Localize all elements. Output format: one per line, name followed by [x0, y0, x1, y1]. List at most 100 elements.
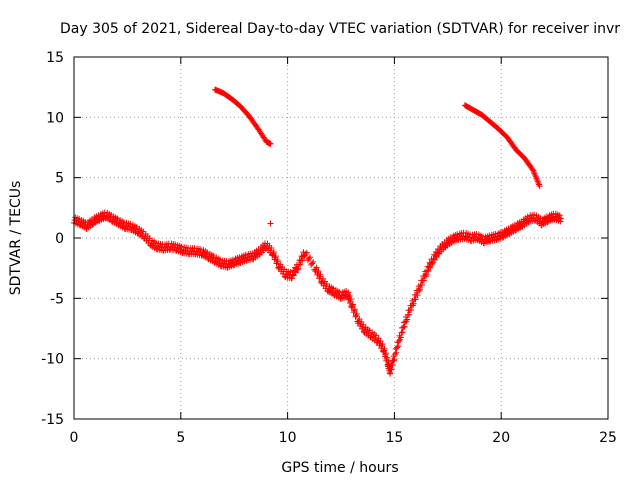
- data-point: [531, 211, 538, 218]
- data-point: [429, 260, 436, 267]
- data-point: [558, 215, 565, 222]
- data-point: [417, 286, 424, 293]
- data-point: [126, 223, 133, 230]
- axis-ticks: 0 5 10 15 20 25 -15 -10 -5 0 5 10 15: [41, 50, 617, 446]
- data-point: [392, 345, 399, 352]
- data-point: [529, 166, 536, 173]
- data-point: [347, 296, 354, 303]
- data-point: [120, 219, 127, 226]
- data-point: [120, 221, 127, 228]
- data-point: [210, 255, 217, 262]
- data-point: [352, 313, 359, 320]
- data-point: [178, 243, 185, 250]
- data-point: [345, 289, 352, 296]
- data-point: [426, 263, 433, 270]
- data-point: [217, 256, 224, 263]
- data-point: [394, 339, 401, 346]
- data-point: [127, 220, 134, 227]
- data-point: [303, 249, 310, 256]
- y-tick-label: 5: [55, 171, 64, 187]
- data-point: [309, 260, 316, 267]
- data-point: [424, 267, 431, 274]
- data-point: [113, 218, 120, 225]
- data-point: [310, 259, 317, 266]
- data-point: [384, 354, 391, 361]
- data-point: [422, 273, 429, 280]
- data-point: [406, 311, 413, 318]
- data-point: [392, 351, 399, 358]
- data-point: [197, 249, 204, 256]
- data-point: [81, 221, 88, 228]
- data-point: [210, 252, 217, 259]
- series-outlier: [267, 220, 274, 227]
- data-point: [272, 253, 279, 260]
- data-point: [424, 263, 431, 270]
- data-point: [353, 312, 360, 319]
- data-point: [297, 261, 304, 268]
- data-point: [425, 268, 432, 275]
- data-point: [315, 268, 322, 275]
- data-point: [353, 310, 360, 317]
- series-main-band: [71, 209, 565, 377]
- y-tick-label: -10: [41, 352, 64, 368]
- x-tick-label: 0: [70, 430, 79, 446]
- data-point: [351, 307, 358, 314]
- data-point: [400, 324, 407, 331]
- y-tick-label: 15: [46, 50, 64, 66]
- data-point: [267, 220, 274, 227]
- data-point: [268, 245, 275, 252]
- chart-title: Day 305 of 2021, Sidereal Day-to-day VTE…: [60, 21, 620, 37]
- data-point: [330, 285, 337, 292]
- data-point: [294, 266, 301, 273]
- y-tick-label: -15: [41, 412, 64, 428]
- data-point: [414, 292, 421, 299]
- data-point: [114, 215, 121, 222]
- data-point: [391, 356, 398, 363]
- data-point: [197, 246, 204, 253]
- data-point: [171, 244, 178, 251]
- data-point: [435, 251, 442, 258]
- data-point: [382, 350, 389, 357]
- data-point: [398, 329, 405, 336]
- data-point: [401, 319, 408, 326]
- data-point: [75, 218, 82, 225]
- series-upper-left-arc: [211, 86, 274, 147]
- data-point: [381, 345, 388, 352]
- data-point: [350, 309, 357, 316]
- data-point: [313, 264, 320, 271]
- data-point: [317, 271, 324, 278]
- x-axis-label: GPS time / hours: [281, 460, 398, 476]
- data-point: [76, 215, 83, 222]
- data-point: [395, 343, 402, 350]
- x-tick-label: 10: [279, 430, 297, 446]
- data-point: [203, 252, 210, 259]
- data-point: [172, 241, 179, 248]
- data-point: [153, 239, 160, 246]
- data-point: [295, 265, 302, 272]
- data-point: [427, 264, 434, 271]
- data-point: [299, 257, 306, 264]
- data-point: [393, 344, 400, 351]
- data-point: [393, 349, 400, 356]
- data-point: [329, 288, 336, 295]
- data-point: [270, 249, 277, 256]
- data-point: [399, 329, 406, 336]
- data-point: [267, 140, 274, 147]
- data-point: [536, 183, 543, 190]
- data-point: [274, 257, 281, 264]
- data-point: [397, 334, 404, 341]
- data-point: [416, 287, 423, 294]
- data-point: [302, 251, 309, 258]
- data-point: [216, 259, 223, 266]
- x-tick-label: 20: [492, 430, 510, 446]
- data-point: [373, 332, 380, 339]
- x-tick-label: 5: [176, 430, 185, 446]
- data-point: [305, 255, 312, 262]
- y-axis-label: SDTVAR / TECUs: [8, 181, 24, 296]
- y-tick-label: 10: [46, 110, 64, 126]
- data-point: [360, 321, 367, 328]
- data-point: [108, 211, 115, 218]
- data-point: [351, 306, 358, 313]
